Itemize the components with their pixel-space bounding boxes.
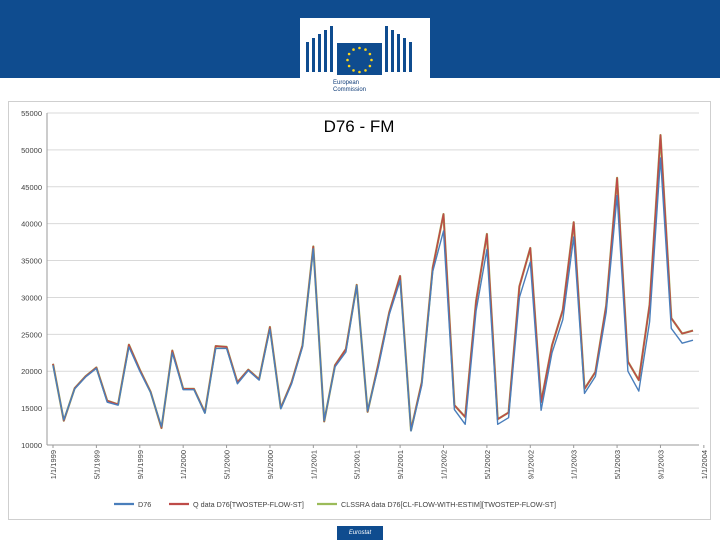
x-tick-label: 9/1/2003 [656,450,665,479]
berlaymont-logo-icon [306,26,412,75]
x-tick-label: 1/1/1999 [49,450,58,479]
logo-line-1: European [333,80,360,86]
y-tick-label: 55000 [21,109,42,118]
y-tick-label: 35000 [21,257,42,266]
chart-title: D76 - FM [324,117,395,136]
x-tick-label: 9/1/2000 [266,450,275,479]
x-tick-label: 1/1/2000 [179,450,188,479]
commission-logo [300,18,430,100]
chart-frame: 10000 15000 20000 25000 30000 35000 40000 45000… [8,101,711,520]
legend-label: Q data D76[TWOSTEP-FLOW-ST] [193,500,304,509]
series-line-2 [52,134,694,432]
eurostat-badge: Eurostat [337,526,383,540]
y-tick-label: 20000 [21,367,42,376]
x-tick-label: 9/1/2002 [526,450,535,479]
x-tick-label: 1/1/2001 [309,450,318,479]
logo-line-2: Commission [333,87,367,93]
series-line-1 [52,157,694,432]
x-tick-label: 5/1/2002 [483,450,492,479]
y-tick-label: 40000 [21,220,42,229]
y-tick-label: 50000 [21,146,42,155]
x-tick-label: 5/1/2000 [223,450,232,479]
y-tick-label: 45000 [21,183,42,192]
y-tick-label: 30000 [21,293,42,302]
x-tick-label: 5/1/1999 [92,450,101,479]
y-tick-label: 10000 [21,441,42,450]
x-tick-label: 1/1/2003 [570,450,579,479]
legend-label: D76 [138,500,151,509]
x-tick-label: 9/1/2001 [396,450,405,479]
x-tick-label: 1/1/2002 [440,450,449,479]
x-tick-label: 5/1/2003 [613,450,622,479]
legend-label: CLSSRA data D76[CL-FLOW-WITH-ESTIM][TWOS… [341,500,556,509]
y-tick-label: 15000 [21,404,42,413]
logo-wordmark: European Commission [333,80,403,94]
x-tick-label: 5/1/2001 [353,450,362,479]
line-chart: 10000 15000 20000 25000 30000 35000 40000 45000… [21,109,709,509]
x-tick-label: 1/1/2004 [700,450,709,479]
y-tick-label: 25000 [21,330,42,339]
x-tick-label: 9/1/1999 [136,450,145,479]
